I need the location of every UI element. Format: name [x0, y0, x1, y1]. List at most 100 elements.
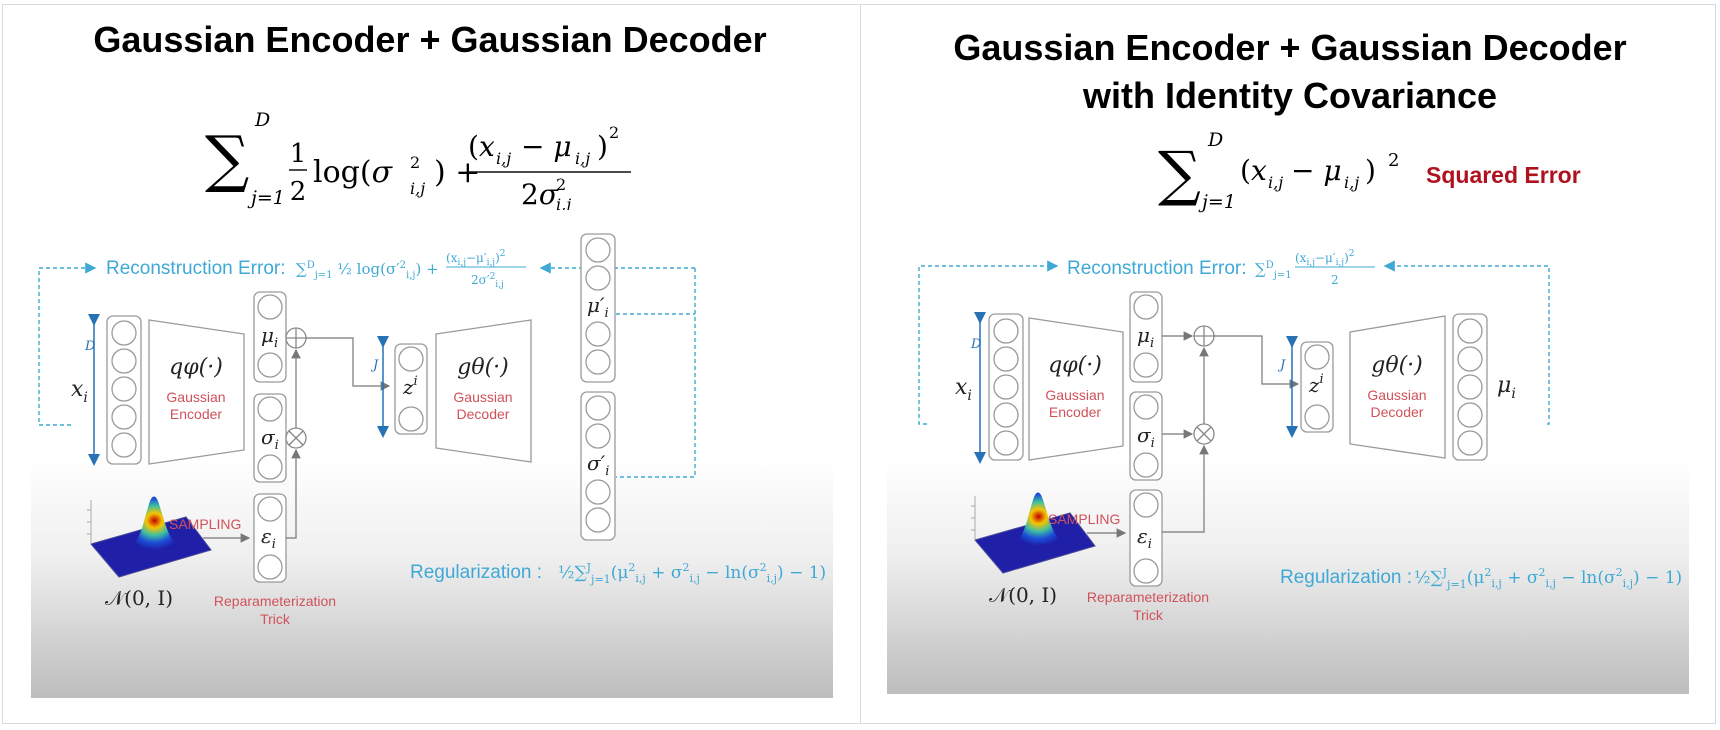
- d-label: D: [970, 337, 982, 352]
- encoder-name-line1: Gaussian: [166, 389, 225, 405]
- svg-text:(x: (x: [468, 130, 495, 163]
- sum-symbol: ∑: [1158, 139, 1201, 209]
- plus-operator: [285, 327, 307, 349]
- svg-text:i,j: i,j: [575, 149, 590, 168]
- right-title-line1: Gaussian Encoder + Gaussian Decoder: [953, 27, 1627, 68]
- reconstruction-feedback-arrow: [918, 260, 1550, 425]
- multiply-operator: [1193, 423, 1215, 445]
- decoder-name-line2: Decoder: [457, 406, 510, 422]
- mu-prime-label: μ′i: [587, 293, 609, 321]
- encoder-function: qφ(·): [1048, 353, 1102, 378]
- j-label: J: [1277, 358, 1286, 373]
- svg-text:i,j: i,j: [410, 179, 425, 198]
- encoder-name-line1: Gaussian: [1045, 387, 1104, 403]
- svg-text:(xi,j−μ′i,j)2: (xi,j−μ′i,j)2: [1295, 249, 1355, 268]
- encoder-trapezoid: [1028, 317, 1124, 461]
- recon-error-label: Reconstruction Error:: [1067, 258, 1247, 279]
- z-column: [1300, 341, 1334, 433]
- squared-error-label: Squared Error: [1426, 162, 1581, 188]
- right-diagram-panel: Reconstruction Error: ∑Dj=1 (xi,j−μ′i,j)…: [887, 232, 1689, 694]
- sum-symbol: ∑: [205, 122, 249, 195]
- z-column: [394, 343, 428, 435]
- regularization-label: Regularization :: [1280, 567, 1412, 588]
- svg-text:(xi,j−μ′i,j)2: (xi,j−μ′i,j)2: [446, 249, 506, 268]
- left-title: Gaussian Encoder + Gaussian Decoder: [93, 19, 767, 60]
- input-column: [106, 315, 142, 465]
- left-diagram-panel: Reconstruction Error: ∑Dj=1 ½ log(σ′2i,j…: [31, 232, 833, 698]
- svg-text:i,j: i,j: [1268, 173, 1283, 192]
- svg-text:j=1: j=1: [1198, 191, 1236, 213]
- svg-text:log(σ: log(σ: [313, 155, 394, 190]
- reparam-label-line1: Reparameterization: [1087, 589, 1209, 605]
- svg-text:− μ: − μ: [521, 130, 572, 163]
- encoder-name-line2: Encoder: [170, 406, 222, 422]
- figure-frame: [2, 4, 1716, 724]
- right-title-line2: with Identity Covariance: [1082, 75, 1498, 116]
- x-input-label: xi: [71, 377, 88, 406]
- decoder-name-line2: Decoder: [1371, 404, 1424, 420]
- epsilon-label: εi: [261, 524, 276, 552]
- decoder-trapezoid: [1349, 315, 1446, 459]
- normal-distribution-label: 𝒩(0, I): [105, 586, 173, 610]
- regularization-formula: ½∑Jj=1(μ2i,j + σ2i,j − ln(σ2i,j) − 1): [1414, 566, 1682, 591]
- sigma-prime-label: σ′i: [587, 451, 609, 479]
- svg-text:2σ: 2σ: [521, 178, 559, 210]
- j-label: J: [370, 358, 379, 373]
- decoder-name-line1: Gaussian: [1367, 387, 1426, 403]
- reparam-label-line1: Reparameterization: [214, 593, 336, 609]
- mu-prime-column: [580, 233, 616, 383]
- mu-column: [1129, 291, 1163, 383]
- svg-text:2: 2: [609, 123, 619, 142]
- output-mu-label: μi: [1497, 373, 1516, 402]
- regularization-formula: ½∑Jj=1(μ2i,j + σ2i,j − ln(σ2i,j) − 1): [558, 561, 826, 586]
- svg-text:− μ: − μ: [1291, 154, 1342, 187]
- sigma-label: σi: [261, 425, 279, 453]
- gaussian-3d-plot-icon: [971, 492, 1096, 574]
- mu-label: μi: [261, 323, 278, 351]
- svg-text:2: 2: [1331, 273, 1339, 287]
- z-label: zi: [402, 374, 418, 399]
- svg-text:D: D: [254, 109, 270, 131]
- normal-distribution-label: 𝒩(0, I): [989, 583, 1057, 607]
- svg-text:j=1: j=1: [247, 187, 285, 209]
- sampling-label: SAMPLING: [1048, 511, 1120, 527]
- epsilon-label: εi: [1137, 524, 1152, 552]
- epsilon-column: [253, 493, 287, 583]
- encoder-function: qφ(·): [169, 355, 223, 380]
- z-label: zi: [1308, 372, 1324, 397]
- panel-divider: [860, 4, 861, 724]
- sigma-column: [253, 393, 287, 483]
- svg-text:2: 2: [410, 153, 420, 172]
- d-label: D: [84, 339, 96, 354]
- multiply-operator: [285, 427, 307, 449]
- epsilon-column: [1129, 489, 1163, 587]
- input-column: [988, 313, 1024, 461]
- left-vae-diagram: Reconstruction Error: ∑Dj=1 ½ log(σ′2i,j…: [38, 233, 826, 627]
- right-vae-diagram: Reconstruction Error: ∑Dj=1 (xi,j−μ′i,j)…: [918, 249, 1682, 623]
- encoder-name-line2: Encoder: [1049, 404, 1101, 420]
- mu-label: μi: [1137, 323, 1154, 351]
- right-title: Gaussian Encoder + Gaussian Decoder with…: [880, 24, 1700, 120]
- decoder-function: gθ(·): [457, 355, 509, 380]
- sampling-label: SAMPLING: [169, 516, 241, 532]
- reparam-label-line2: Trick: [260, 611, 291, 627]
- recon-error-formula: ∑Dj=1 ½ log(σ′2i,j) +: [296, 260, 439, 281]
- decoder-function: gθ(·): [1371, 353, 1423, 378]
- reconstruction-feedback-arrow: [38, 262, 696, 478]
- encoder-trapezoid: [148, 319, 245, 465]
- plus-operator: [1193, 325, 1215, 347]
- recon-error-label: Reconstruction Error:: [106, 258, 286, 279]
- sigma-prime-column: [580, 391, 616, 541]
- decoder-name-line1: Gaussian: [453, 389, 512, 405]
- reparam-label-line2: Trick: [1133, 607, 1164, 623]
- svg-text:i,j: i,j: [556, 195, 571, 210]
- svg-text:(x: (x: [1240, 154, 1267, 187]
- svg-text:1: 1: [290, 139, 307, 169]
- svg-text:i,j: i,j: [496, 149, 511, 168]
- right-formula: ∑ D j=1 (x i,j − μ i,j ) 2: [1158, 129, 1399, 213]
- svg-text:2: 2: [290, 177, 307, 207]
- svg-text:D: D: [1207, 129, 1223, 151]
- sigma-label: σi: [1137, 423, 1155, 451]
- svg-text:2: 2: [556, 175, 566, 194]
- svg-text:2: 2: [1388, 150, 1399, 171]
